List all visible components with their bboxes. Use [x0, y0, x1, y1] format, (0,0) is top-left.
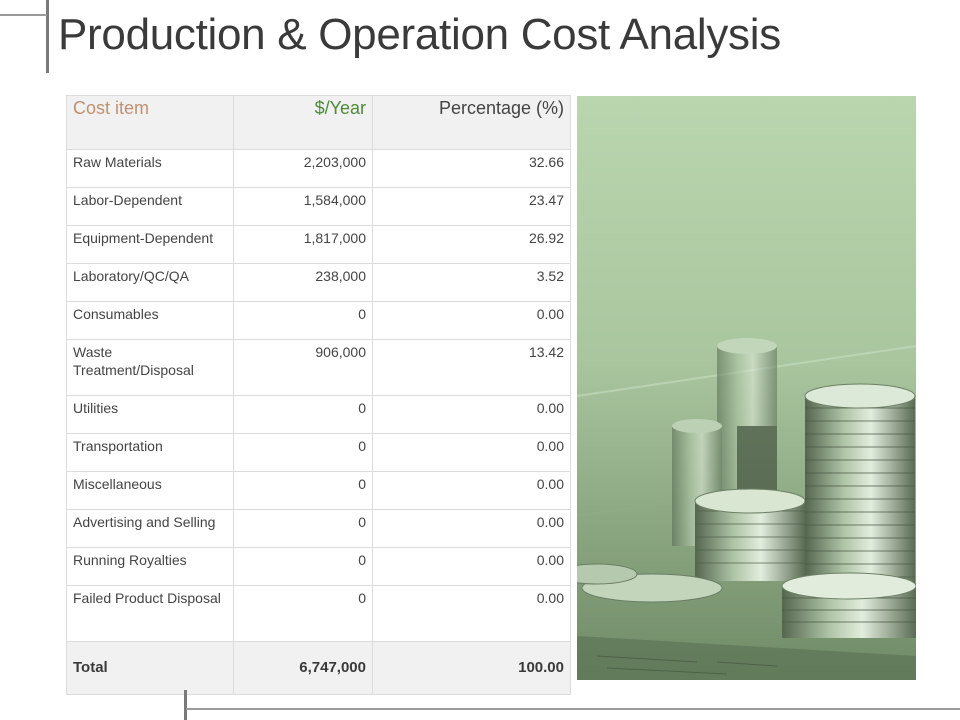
cost-table: Cost item $/Year Percentage (%) Raw Mate…: [66, 95, 571, 695]
year-cell: 2,203,000: [233, 149, 373, 188]
percentage-cell: 0.00: [372, 509, 571, 548]
year-cell: 0: [233, 547, 373, 586]
percentage-cell: 0.00: [372, 433, 571, 472]
year-cell: 1,817,000: [233, 225, 373, 264]
year-cell: 0: [233, 471, 373, 510]
percentage-cell: 0.00: [372, 547, 571, 586]
cost-item-cell: Laboratory/QC/QA: [66, 263, 234, 302]
total-row: Total 6,747,000 100.00: [66, 641, 571, 695]
cost-item-cell: Labor-Dependent: [66, 187, 234, 226]
total-year: 6,747,000: [233, 641, 373, 695]
cost-item-cell: Utilities: [66, 395, 234, 434]
table-row: Labor-Dependent 1,584,000 23.47: [66, 187, 571, 226]
decor-horizontal-line-top: [0, 14, 47, 16]
decor-vertical-line-bottom: [184, 690, 187, 720]
page-title: Production & Operation Cost Analysis: [58, 10, 781, 59]
percentage-cell: 0.00: [372, 395, 571, 434]
year-cell: 238,000: [233, 263, 373, 302]
decor-vertical-line-top: [46, 0, 49, 73]
table-row: Equipment-Dependent 1,817,000 26.92: [66, 225, 571, 264]
table-row: Advertising and Selling 0 0.00: [66, 509, 571, 548]
header-cost-item: Cost item: [66, 95, 234, 150]
cost-item-cell: Transportation: [66, 433, 234, 472]
cost-item-cell: Miscellaneous: [66, 471, 234, 510]
header-year: $/Year: [233, 95, 373, 150]
table-row: Waste Treatment/Disposal 906,000 13.42: [66, 339, 571, 396]
total-label: Total: [66, 641, 234, 695]
year-cell: 0: [233, 301, 373, 340]
cost-item-cell: Failed Product Disposal: [66, 585, 234, 642]
decor-horizontal-line-bottom: [186, 708, 960, 710]
table-row: Laboratory/QC/QA 238,000 3.52: [66, 263, 571, 302]
percentage-cell: 26.92: [372, 225, 571, 264]
total-percentage: 100.00: [372, 641, 571, 695]
table-row: Raw Materials 2,203,000 32.66: [66, 149, 571, 188]
table-row: Transportation 0 0.00: [66, 433, 571, 472]
coins-illustration: [577, 96, 916, 680]
cost-item-cell: Consumables: [66, 301, 234, 340]
percentage-cell: 13.42: [372, 339, 571, 396]
cost-item-cell: Advertising and Selling: [66, 509, 234, 548]
cost-item-cell: Raw Materials: [66, 149, 234, 188]
cost-item-cell: Running Royalties: [66, 547, 234, 586]
percentage-cell: 0.00: [372, 301, 571, 340]
coins-stack-photo: [577, 96, 916, 680]
header-percentage: Percentage (%): [372, 95, 571, 150]
year-cell: 0: [233, 585, 373, 642]
cost-item-cell: Equipment-Dependent: [66, 225, 234, 264]
percentage-cell: 23.47: [372, 187, 571, 226]
table-row: Utilities 0 0.00: [66, 395, 571, 434]
table-row: Miscellaneous 0 0.00: [66, 471, 571, 510]
year-cell: 0: [233, 433, 373, 472]
table-row: Consumables 0 0.00: [66, 301, 571, 340]
percentage-cell: 3.52: [372, 263, 571, 302]
percentage-cell: 32.66: [372, 149, 571, 188]
table-row: Running Royalties 0 0.00: [66, 547, 571, 586]
percentage-cell: 0.00: [372, 471, 571, 510]
year-cell: 0: [233, 395, 373, 434]
table-row: Failed Product Disposal 0 0.00: [66, 585, 571, 642]
percentage-cell: 0.00: [372, 585, 571, 642]
year-cell: 1,584,000: [233, 187, 373, 226]
table-header-row: Cost item $/Year Percentage (%): [66, 95, 571, 150]
year-cell: 906,000: [233, 339, 373, 396]
cost-item-cell: Waste Treatment/Disposal: [66, 339, 234, 396]
year-cell: 0: [233, 509, 373, 548]
